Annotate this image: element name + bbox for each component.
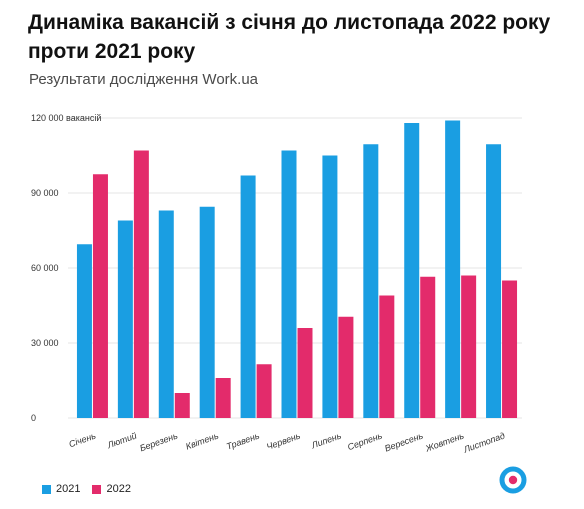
bar-2021-7 [322,155,338,418]
x-tick-label: Лютий [105,430,138,450]
bar-2021-9 [404,123,420,418]
y-tick-label: 0 [31,413,36,423]
bar-2021-8 [363,144,379,418]
bar-2021-5 [240,175,256,418]
legend-label-2022: 2022 [106,483,131,495]
y-tick-label: 30 000 [31,338,59,348]
x-tick-label: Серпень [346,430,384,452]
bar-2021-3 [158,210,174,418]
bar-2021-1 [76,244,92,418]
bar-2022-10 [461,275,477,418]
legend-swatch-2022 [92,484,102,494]
y-tick-label: 120 000 вакансій [31,113,101,123]
bar-2022-4 [215,378,231,418]
legend-swatch-2021 [42,484,51,494]
bar-2021-2 [117,220,133,418]
bar-2022-2 [133,150,149,418]
bar-chart: 0 30 000 60 000 90 000 120 000 вакансій Січе… [31,113,522,455]
bar-2021-11 [486,144,502,418]
bars [76,120,518,418]
bar-2022-5 [256,364,272,418]
x-tick-label: Жовтень [423,430,465,454]
bar-2022-6 [297,328,313,418]
x-tick-label: Листопад [461,430,506,454]
bar-2022-11 [502,280,518,418]
legend: 2021 2022 [42,483,143,495]
y-axis-ticks: 0 30 000 60 000 90 000 120 000 вакансій [31,113,101,423]
x-tick-label: Червень [265,430,302,452]
legend-item-2022: 2022 [92,483,131,495]
y-tick-label: 90 000 [31,188,59,198]
x-tick-label: Квітень [184,430,220,451]
x-tick-label: Вересень [383,430,424,453]
work-ua-logo-icon [499,466,527,494]
bar-2022-3 [174,393,190,418]
bar-2021-10 [445,120,461,418]
bar-2022-8 [379,295,395,418]
bar-2022-9 [420,276,436,418]
x-tick-label: Липень [309,430,343,450]
chart-title: Динаміка вакансій з січня до листопада 2… [28,11,551,63]
bar-2021-6 [281,150,297,418]
x-tick-label: Травень [225,430,261,451]
bar-2022-1 [92,174,108,418]
y-tick-label: 60 000 [31,263,59,273]
x-tick-label: Січень [68,430,98,449]
legend-item-2021: 2021 [42,483,80,495]
legend-label-2021: 2021 [56,483,81,495]
bar-2022-7 [338,316,354,418]
chart-subtitle: Результати дослідження Work.ua [29,71,259,88]
x-tick-label: Березень [138,430,179,453]
bar-2021-4 [199,206,215,418]
x-axis-ticks: Січень Лютий Березень Квітень Травень Червень… [68,430,507,455]
